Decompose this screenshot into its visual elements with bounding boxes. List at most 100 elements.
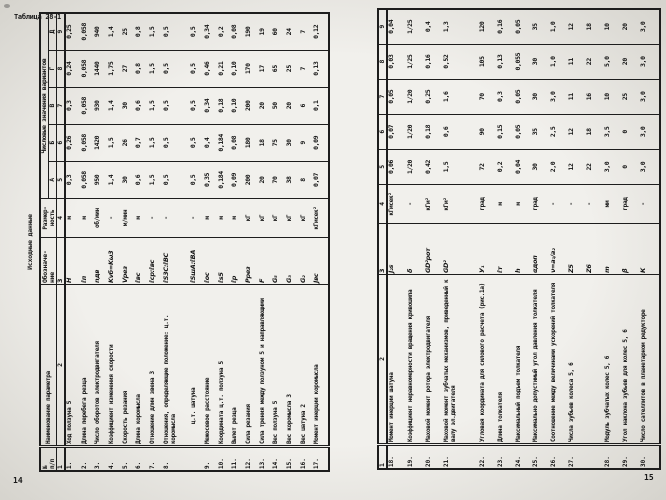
value-cell: 25 <box>285 50 300 88</box>
table-row: 2. Длина перебега резца ℓп м 0,058 0,058… <box>80 13 95 471</box>
value-cell: 0,13 <box>496 44 515 80</box>
value-cell: 0,058 <box>80 124 95 162</box>
value-cell: 1,5 <box>149 87 163 125</box>
param-name-cell: Угол наклона зубьев для колес 5, 6 <box>621 274 640 445</box>
param-name-cell <box>586 274 604 445</box>
row-number-cell: 27. <box>568 456 576 467</box>
symbol-cell: H <box>65 237 81 285</box>
row-number-cell <box>190 447 204 472</box>
column-number: 9 <box>378 9 387 45</box>
value-cell: 6 <box>299 87 314 125</box>
header-values-group: Числовые значения вариантов <box>40 13 49 199</box>
table-row: ц.т. шатуна ℓSшA:ℓBA - 0,5 0,5 0,5 0,5 0… <box>190 13 204 471</box>
row-number-cell: 1. <box>66 461 73 469</box>
unit-cell: м <box>496 184 515 224</box>
symbol-cell: ℓт <box>496 223 515 275</box>
symbol-cell: GD² <box>443 223 479 275</box>
table-row: 10. Координата ц.т. ползуна 5 ℓs5 м 0,18… <box>217 13 232 471</box>
value-cell: 0,04 <box>514 149 533 185</box>
value-cell: 1440 <box>94 50 109 88</box>
table-row: 16. Вес шатуна 2 G₂ кГ 8 9 6 7 7 <box>299 13 314 471</box>
value-cell: 1,5 <box>108 124 122 162</box>
variant-letter: Д <box>48 13 57 51</box>
value-cell: 0,21 <box>217 50 232 88</box>
value-cell: 0,09 <box>231 161 245 199</box>
variant-letter: Б <box>48 124 57 162</box>
value-cell: 0,6 <box>135 161 150 199</box>
value-cell: 0,3 <box>65 87 81 125</box>
row-number-cell: 5. <box>121 461 129 469</box>
unit-cell: м <box>65 198 81 238</box>
left-table-header: № п/п Наименование параметра Обозначе- н… <box>40 13 65 471</box>
value-cell: 70 <box>272 161 286 199</box>
value-cell: 9 <box>299 124 314 162</box>
value-cell: 25 <box>121 13 136 51</box>
value-cell: 0,10 <box>231 87 245 125</box>
value-cell: 940 <box>94 13 109 51</box>
table-title: Исходные данные <box>26 214 34 270</box>
param-name-cell: Числа зубьев колеса 5, 6 <box>568 274 586 445</box>
value-cell: 75 <box>272 124 286 162</box>
unit-cell: кГм² <box>443 184 479 224</box>
param-name-cell: Максимально допустимый угол давления тол… <box>532 274 551 445</box>
table-row: 20. Маховой момент ротора электродвигате… <box>425 9 444 469</box>
unit-cell: кГмсек² <box>387 184 408 224</box>
value-cell: 0,25 <box>65 13 81 51</box>
unit-cell: град <box>621 184 640 224</box>
value-cell: 27 <box>121 50 136 88</box>
value-cell: 0,15 <box>496 114 515 150</box>
param-name-cell: Сила резания <box>244 284 259 447</box>
value-cell: 0,05 <box>514 79 533 115</box>
value-cell: 72 <box>478 149 497 185</box>
value-cell: 11 <box>568 79 586 115</box>
value-cell: 7 <box>299 13 314 51</box>
value-cell: 0,04 <box>387 9 408 45</box>
value-cell: 12 <box>568 114 586 150</box>
value-cell: 18 <box>586 9 604 45</box>
value-cell: 20 <box>285 87 300 125</box>
unit-cell: кГ <box>272 198 286 238</box>
left-data-table: № п/п Наименование параметра Обозначе- н… <box>39 12 330 472</box>
symbol-cell: ℓвс <box>135 237 150 285</box>
column-number: 3 <box>56 237 65 285</box>
table-row: 26. Соотношение между величинами ускорен… <box>550 9 569 469</box>
row-number-cell: 11. <box>231 458 239 469</box>
symbol-cell: У₁ <box>478 223 497 275</box>
column-number: 5 <box>56 161 65 199</box>
table-row: 28. Модуль зубчатых колес 5, 6 m мм 3,0 … <box>603 9 622 469</box>
variant-letter: А <box>48 161 57 199</box>
value-cell: 35 <box>532 114 551 150</box>
column-number: 4 <box>56 198 65 238</box>
param-name-cell: Ход ползуна 5 <box>65 284 81 447</box>
value-cell: 0,5 <box>190 161 204 199</box>
value-cell: 0,5 <box>190 50 204 88</box>
symbol-cell: ℓп <box>80 237 95 285</box>
value-cell: 0,24 <box>65 50 81 88</box>
row-number-cell: 7. <box>149 461 157 469</box>
row-number-cell: 4. <box>108 461 116 469</box>
value-cell: 30 <box>285 124 300 162</box>
column-number: 4 <box>378 184 387 224</box>
column-number: 7 <box>56 87 65 125</box>
value-cell: 0,3 <box>496 79 515 115</box>
unit-cell: - <box>550 184 569 224</box>
unit-cell: - <box>149 198 163 238</box>
unit-cell: м <box>80 198 95 238</box>
value-cell: 0,07 <box>313 161 329 199</box>
row-number-cell: 16. <box>299 458 307 469</box>
row-number-cell: 22. <box>478 456 486 467</box>
param-name-cell: Коэффициент неравномерности вращения кри… <box>407 274 426 445</box>
value-cell: 50 <box>272 87 286 125</box>
symbol-cell: ℓср:ℓвс <box>149 237 163 285</box>
row-number-cell: 6. <box>135 461 143 469</box>
symbol-cell: Z6 <box>586 223 604 275</box>
value-cell: 200 <box>244 87 259 125</box>
value-cell: 0,16 <box>496 9 515 45</box>
value-cell: 65 <box>272 50 286 88</box>
value-cell: 0,058 <box>80 161 95 199</box>
value-cell: 19 <box>258 13 273 51</box>
value-cell: 0,5 <box>162 87 191 125</box>
value-cell: 1,5 <box>149 161 163 199</box>
value-cell: 0,52 <box>443 44 479 80</box>
column-number: 2 <box>56 284 65 447</box>
